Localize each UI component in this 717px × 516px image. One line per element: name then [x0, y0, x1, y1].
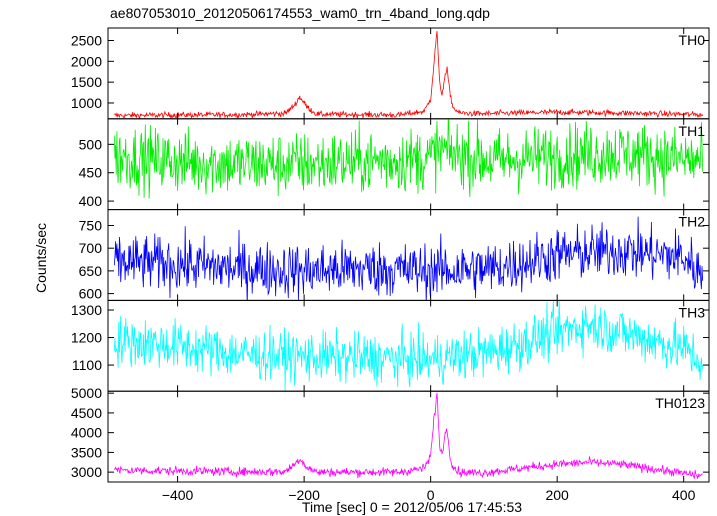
panel-th1: 400 450 500 TH1 — [79, 118, 710, 211]
y-tick-label: 650 — [79, 263, 103, 279]
series-line-th3 — [113, 300, 704, 392]
y-tick-label: 2500 — [71, 32, 102, 48]
panel-label: TH1 — [679, 123, 706, 139]
x-tick-label: −200 — [288, 487, 320, 503]
y-tick-label: 700 — [79, 240, 103, 256]
panel-frame — [107, 27, 710, 120]
panel-th2: 600 650 700 750 TH2 — [79, 209, 710, 302]
y-tick-label: 1200 — [71, 330, 102, 346]
y-tick-label: 3000 — [71, 464, 102, 480]
y-tick-label: 600 — [79, 286, 103, 302]
series-line-th0 — [114, 31, 704, 119]
y-tick-label: 5000 — [71, 385, 102, 401]
panel-th3: 1100 1200 1300 TH3 — [71, 299, 710, 392]
y-tick-label: 450 — [79, 165, 103, 181]
y-tick-label: 3500 — [71, 444, 102, 460]
x-axis-title: Time [sec] 0 = 2012/05/06 17:45:53 — [302, 499, 522, 515]
y-tick-label: 4000 — [71, 425, 102, 441]
y-tick-label: 2000 — [71, 53, 102, 69]
y-tick-label: 1000 — [71, 95, 102, 111]
panel-th0: 1000 1500 2000 2500 TH0 — [71, 27, 710, 120]
panel-th0123: 3000 3500 4000 4500 5000 TH0123 — [71, 385, 710, 483]
panel-frame — [107, 390, 710, 483]
y-tick-label: 500 — [79, 136, 103, 152]
y-tick-label: 750 — [79, 217, 103, 233]
y-tick-label: 1300 — [71, 302, 102, 318]
y-tick-label: 400 — [79, 193, 103, 209]
x-tick-label: 400 — [672, 487, 696, 503]
x-tick-label: 200 — [545, 487, 569, 503]
panel-label: TH0123 — [655, 395, 705, 411]
series-line-th0123 — [113, 392, 703, 480]
panel-label: TH0 — [679, 32, 706, 48]
x-tick-label: 0 — [427, 487, 435, 503]
y-tick-label: 1500 — [71, 74, 102, 90]
y-tick-label: 1100 — [72, 357, 102, 373]
series-line-th2 — [113, 216, 704, 301]
chart-title: ae807053010_20120506174553_wam0_trn_4ban… — [110, 5, 490, 21]
panel-label: TH3 — [679, 304, 706, 320]
x-tick-label: −400 — [162, 487, 194, 503]
y-axis-title: Counts/sec — [33, 223, 49, 293]
series-line-th1 — [113, 118, 704, 199]
y-tick-label: 4500 — [71, 405, 102, 421]
panel-label: TH2 — [679, 214, 706, 230]
